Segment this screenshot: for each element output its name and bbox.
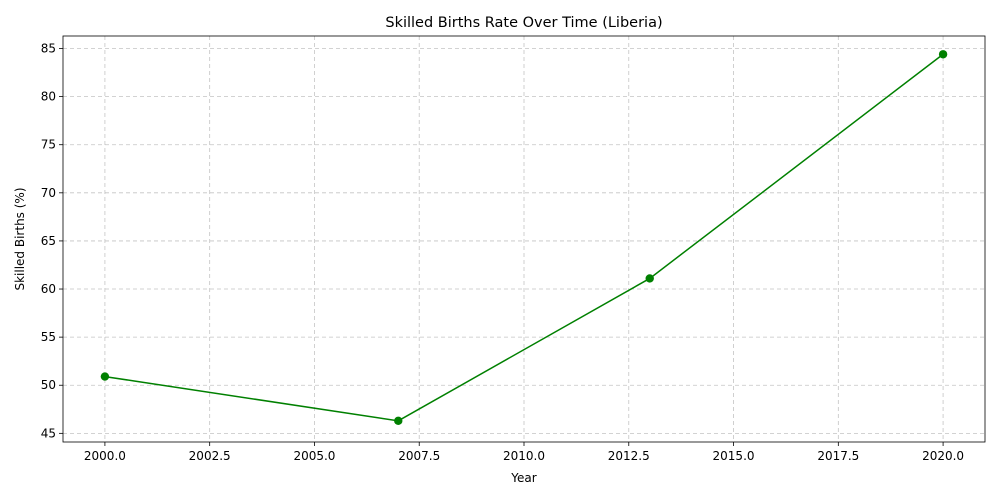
x-axis-ticks: 2000.0 2002.5 2005.0 2007.5 2010.0 2012.5 2015… <box>84 442 964 463</box>
x-tick-label: 2012.5 <box>608 449 650 463</box>
y-tick-label: 65 <box>41 234 56 248</box>
x-tick-label: 2005.0 <box>293 449 335 463</box>
y-tick-label: 50 <box>41 378 56 392</box>
y-axis-ticks: 45 50 55 60 65 70 75 80 85 <box>41 42 63 440</box>
x-tick-label: 2002.5 <box>189 449 231 463</box>
grid <box>63 36 985 442</box>
x-tick-label: 2007.5 <box>398 449 440 463</box>
y-tick-label: 55 <box>41 330 56 344</box>
y-tick-label: 45 <box>41 426 56 440</box>
y-tick-label: 85 <box>41 42 56 56</box>
x-tick-label: 2010.0 <box>503 449 545 463</box>
data-point <box>645 274 654 283</box>
y-tick-label: 75 <box>41 138 56 152</box>
y-tick-label: 60 <box>41 282 56 296</box>
x-tick-label: 2000.0 <box>84 449 126 463</box>
data-point <box>100 372 110 381</box>
chart-title: Skilled Births Rate Over Time (Liberia) <box>385 15 662 31</box>
x-tick-label: 2017.5 <box>817 449 859 463</box>
data-point <box>938 50 948 59</box>
x-tick-label: 2015.0 <box>713 449 755 463</box>
series-layer <box>100 50 948 426</box>
data-point <box>394 416 403 426</box>
x-tick-label: 2020.0 <box>922 449 964 463</box>
y-tick-label: 80 <box>41 90 56 104</box>
y-axis-label: Skilled Births (%) <box>13 187 27 290</box>
series-line <box>104 53 944 422</box>
y-tick-label: 70 <box>41 186 56 200</box>
x-axis-label: Year <box>510 471 536 485</box>
